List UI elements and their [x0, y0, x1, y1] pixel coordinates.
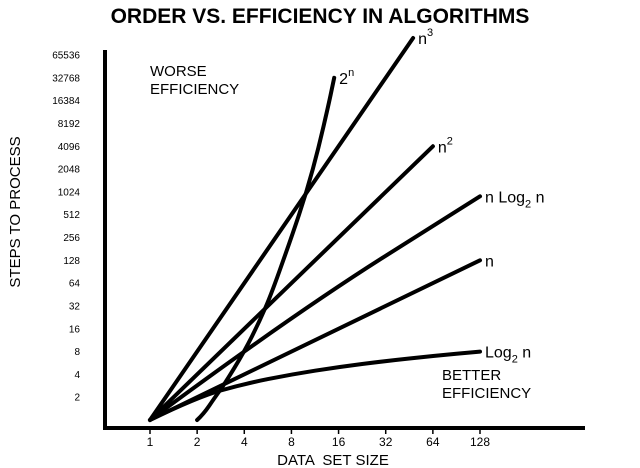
series-lines	[148, 36, 482, 422]
x-tick-label: 32	[379, 435, 393, 449]
better-efficiency-annotation: BETTER EFFICIENCY	[442, 367, 531, 402]
y-tick-label: 256	[63, 233, 80, 244]
series-label-log2-n: Log2 n	[485, 345, 531, 366]
y-tick-label: 8	[74, 347, 80, 358]
x-tick-label: 4	[241, 435, 248, 449]
x-tick-label: 1	[147, 435, 154, 449]
y-tick-label: 64	[69, 279, 81, 290]
y-tick-label: 4	[74, 370, 80, 381]
worse-efficiency-label: EFFICIENCY	[150, 81, 239, 98]
worse-label: WORSE	[150, 63, 207, 80]
y-tick-label: 32	[69, 301, 81, 312]
series-label-2-pow-n: 2n	[339, 67, 354, 88]
y-tick-label: 2048	[58, 165, 81, 176]
axes	[103, 50, 585, 430]
y-tick-labels: 2 4 8 16 32 64 128 256 512 1024 2048 4096 8192 16384 3…	[52, 51, 80, 404]
y-axis-label: STEPS TO PROCESS	[7, 136, 24, 287]
better-efficiency-label: EFFICIENCY	[442, 385, 531, 402]
y-tick-label: 2	[74, 393, 80, 404]
series-label-n-pow-2: n2	[438, 135, 453, 156]
series-line-n	[148, 258, 482, 422]
better-label: BETTER	[442, 367, 501, 384]
y-tick-label: 1024	[58, 187, 81, 198]
series-label-n-pow-3: n3	[418, 27, 433, 48]
series-label-n: n	[485, 253, 494, 270]
x-tick-labels: 1 2 4 8 16 32 64 128	[147, 428, 490, 449]
series-label-n-log2-n: n Log2 n	[485, 189, 545, 210]
series-line-n-pow-2	[148, 144, 435, 422]
y-tick-label: 16	[69, 324, 81, 335]
worse-efficiency-annotation: WORSE EFFICIENCY	[150, 63, 239, 98]
series-line-n-pow-3	[148, 36, 416, 422]
series-labels: 2n n3 n2 n Log2 n n Log2 n	[339, 27, 544, 366]
y-tick-label: 4096	[58, 142, 81, 153]
y-tick-label: 32768	[52, 73, 80, 84]
y-tick-label: 128	[63, 256, 80, 267]
y-tick-label: 512	[63, 210, 80, 221]
chart-title: ORDER VS. EFFICIENCY IN ALGORITHMS	[111, 5, 530, 28]
y-tick-label: 8192	[58, 119, 81, 130]
x-axis-label: DATA SET SIZE	[277, 452, 389, 468]
x-tick-label: 16	[332, 435, 346, 449]
x-tick-label: 128	[470, 435, 490, 449]
x-tick-label: 8	[288, 435, 295, 449]
series-line-n-log2-n	[148, 194, 482, 422]
x-tick-label: 64	[426, 435, 440, 449]
x-tick-label: 2	[194, 435, 201, 449]
y-tick-label: 16384	[52, 96, 80, 107]
series-line-log2-n	[148, 349, 482, 422]
y-tick-label: 65536	[52, 51, 80, 62]
